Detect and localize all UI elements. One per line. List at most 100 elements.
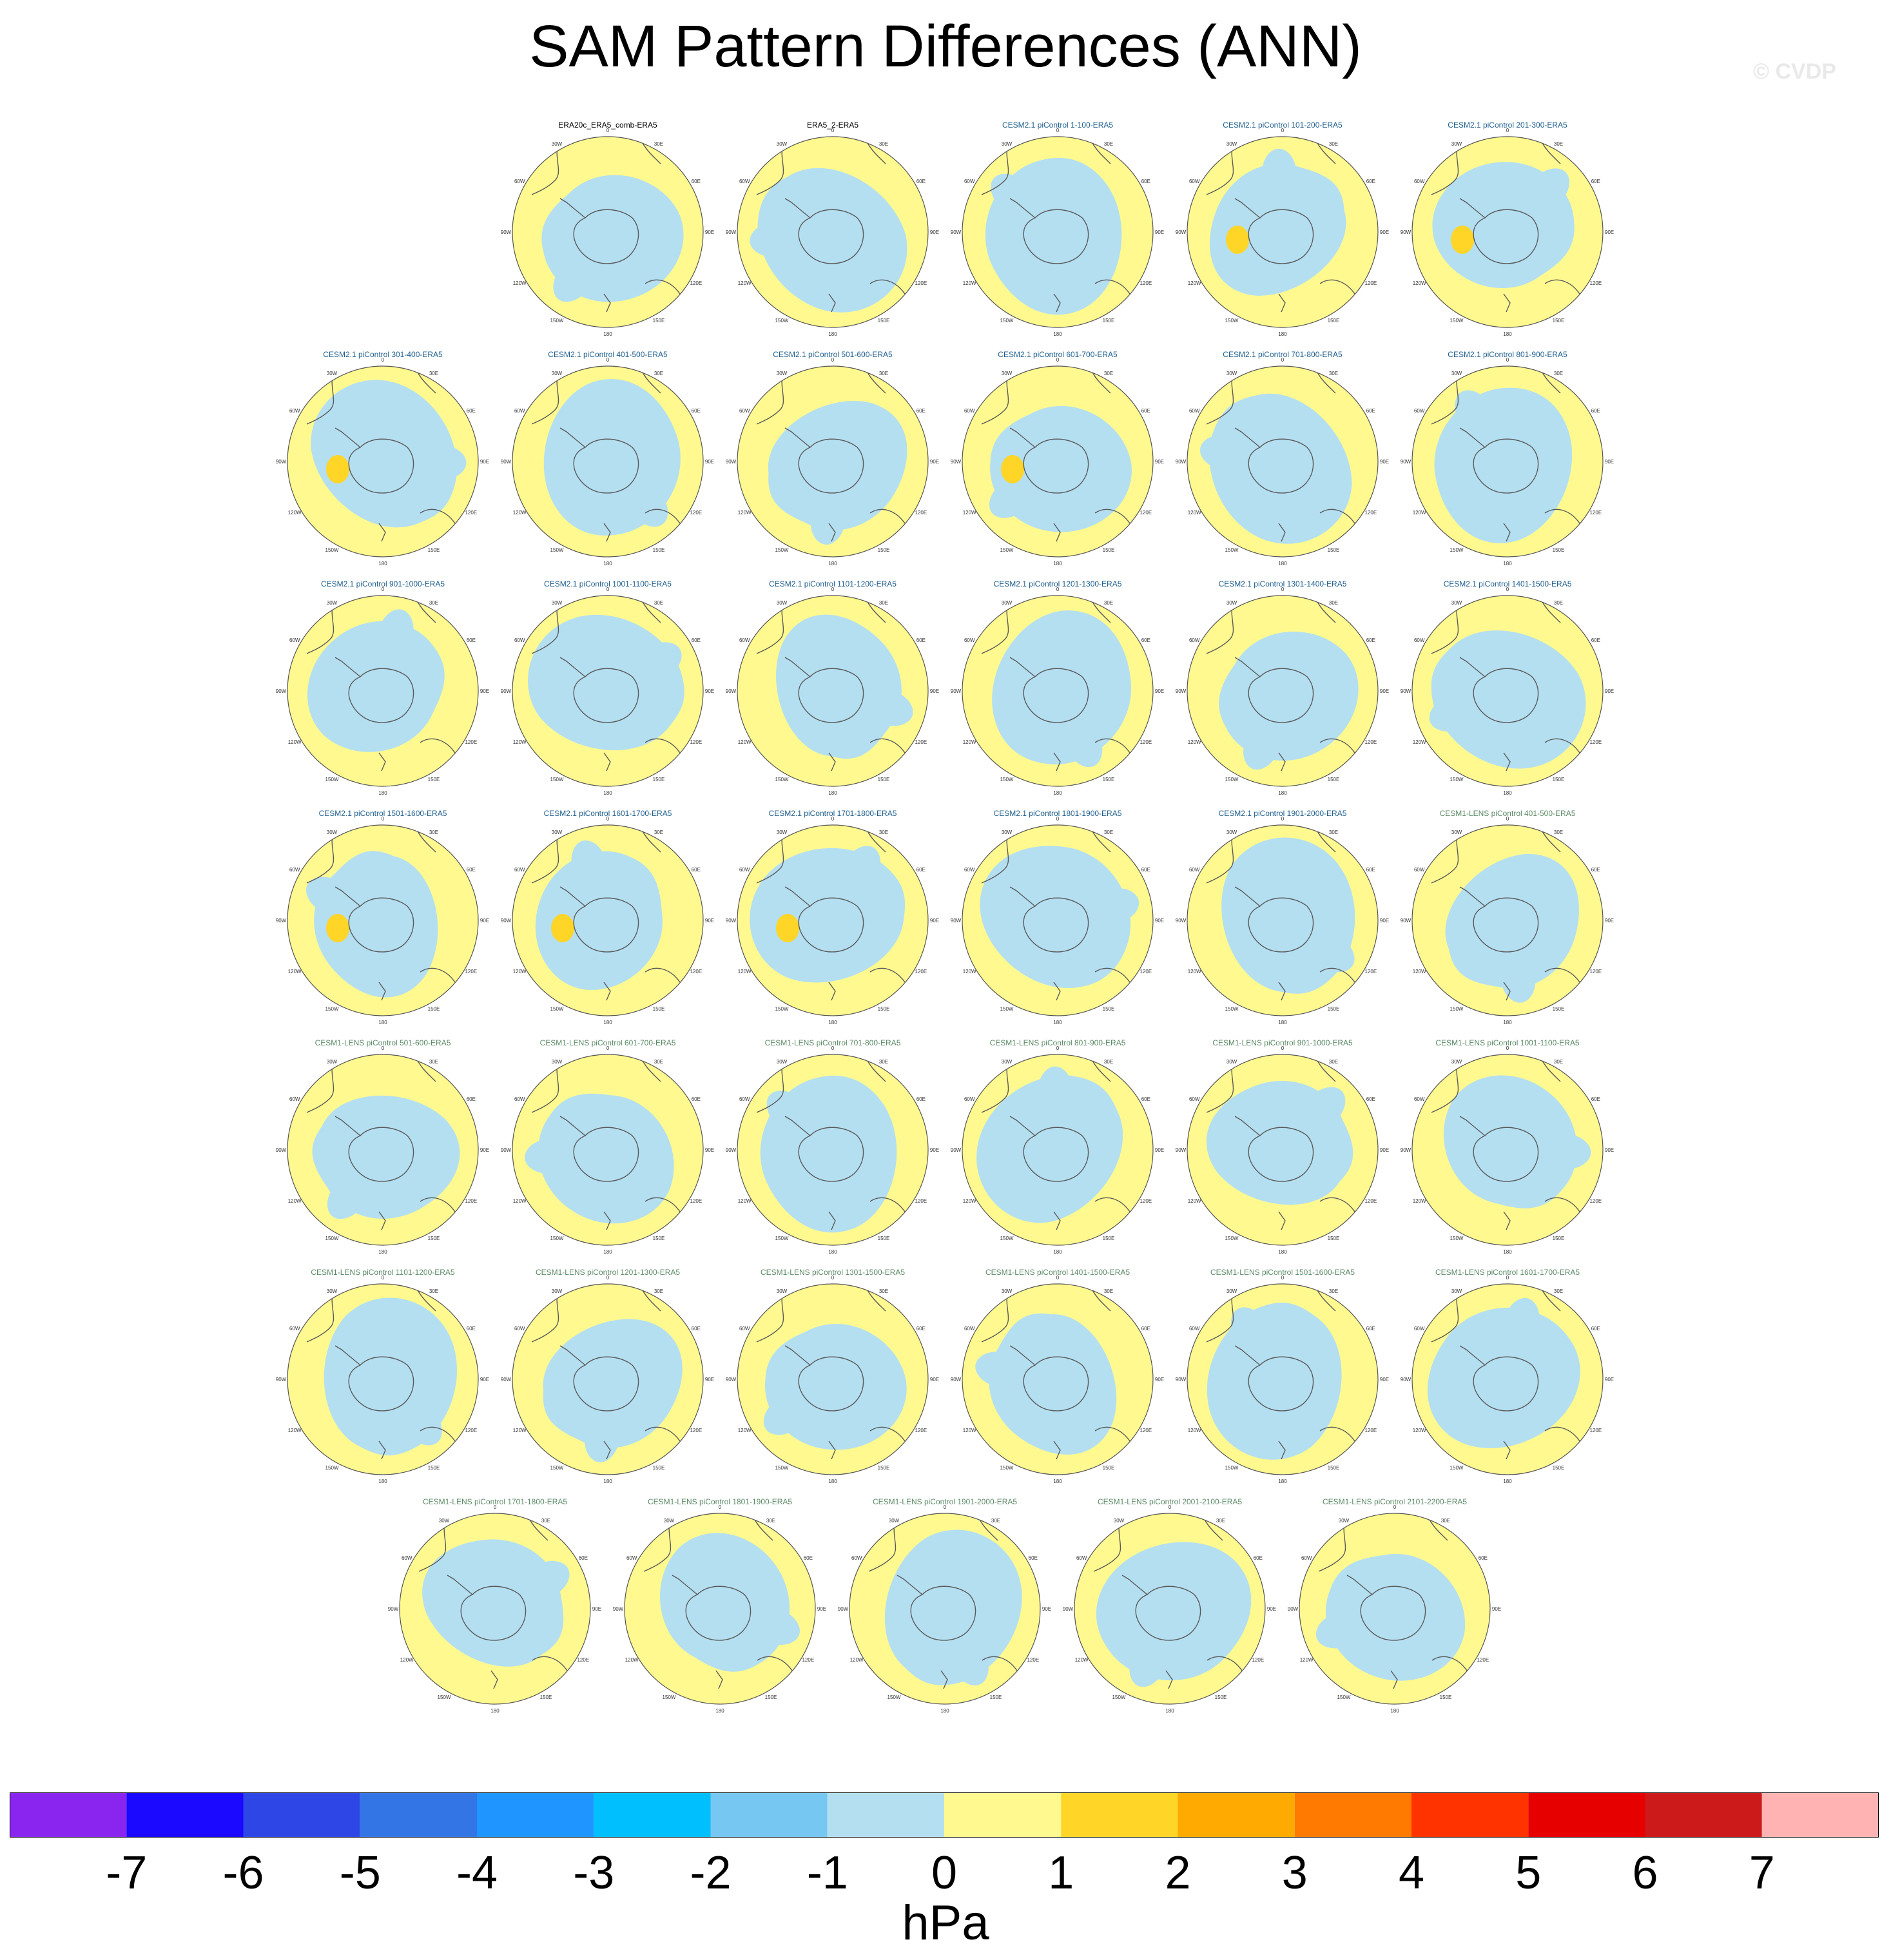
longitude-label: 30E bbox=[1554, 141, 1563, 147]
longitude-label: 30W bbox=[552, 1288, 563, 1294]
positive-anomaly-maximum bbox=[551, 914, 574, 942]
longitude-label: 150E bbox=[1553, 777, 1565, 782]
longitude-label: 30W bbox=[1114, 1518, 1125, 1524]
longitude-label: 90E bbox=[1605, 688, 1614, 694]
longitude-label: 60W bbox=[289, 408, 300, 414]
map-border bbox=[1411, 365, 1604, 558]
longitude-label: 90W bbox=[501, 1147, 512, 1153]
longitude-label: 120W bbox=[1188, 280, 1201, 286]
longitude-label: 0 bbox=[1281, 816, 1285, 822]
map-border bbox=[287, 365, 479, 558]
map-border bbox=[1299, 1513, 1491, 1705]
longitude-label: 180 bbox=[1278, 331, 1287, 337]
longitude-label: 30E bbox=[991, 1518, 1000, 1524]
colorbar-segment bbox=[360, 1792, 477, 1838]
longitude-label: 30W bbox=[552, 830, 563, 835]
colorbar-tick-label: 5 bbox=[1515, 1847, 1542, 1899]
negative-anomaly-region bbox=[1129, 1644, 1168, 1687]
longitude-label: 30W bbox=[552, 600, 563, 606]
negative-anomaly-region bbox=[377, 609, 414, 654]
longitude-label: 120E bbox=[1139, 1428, 1152, 1433]
longitude-label: 180 bbox=[828, 1479, 837, 1484]
colorbar-segment bbox=[944, 1792, 1062, 1838]
longitude-label: 30W bbox=[1002, 371, 1013, 376]
longitude-label: 90W bbox=[276, 918, 287, 924]
longitude-label: 90E bbox=[1492, 1606, 1501, 1612]
longitude-label: 90W bbox=[726, 1377, 737, 1383]
longitude-label: 90E bbox=[480, 688, 489, 694]
map-border bbox=[1411, 136, 1604, 328]
negative-anomaly-region bbox=[755, 1607, 800, 1645]
longitude-label: 60E bbox=[692, 867, 701, 873]
longitude-label: 30W bbox=[1227, 1059, 1237, 1065]
longitude-label: 120E bbox=[1139, 1198, 1152, 1204]
negative-anomaly-region bbox=[1429, 695, 1478, 732]
longitude-label: 180 bbox=[603, 1249, 612, 1255]
panel-title: CESM2.1 piControl 601-700-ERA5 bbox=[998, 350, 1118, 359]
longitude-label: 90E bbox=[705, 459, 714, 465]
longitude-label: 0 bbox=[606, 816, 610, 822]
longitude-label: 60E bbox=[467, 1096, 476, 1102]
longitude-label: 90E bbox=[930, 229, 939, 235]
longitude-label: 30W bbox=[1227, 600, 1237, 606]
longitude-label: 30W bbox=[1451, 1059, 1462, 1065]
longitude-label: 0 bbox=[1056, 816, 1060, 822]
longitude-label: 150E bbox=[1328, 777, 1340, 782]
longitude-label: 30E bbox=[879, 830, 888, 835]
longitude-label: 150W bbox=[887, 1694, 901, 1700]
longitude-label: 150E bbox=[1328, 1465, 1340, 1471]
longitude-label: 150W bbox=[775, 547, 789, 553]
longitude-label: 150W bbox=[1225, 1006, 1239, 1012]
longitude-label: 30E bbox=[1329, 371, 1338, 376]
longitude-label: 150W bbox=[325, 1465, 339, 1471]
longitude-label: 30W bbox=[327, 1059, 338, 1065]
longitude-label: 60W bbox=[1189, 1096, 1200, 1102]
longitude-label: 30E bbox=[654, 371, 663, 376]
longitude-label: 150W bbox=[1225, 777, 1239, 782]
longitude-label: 30W bbox=[1451, 371, 1462, 376]
longitude-label: 60W bbox=[739, 408, 750, 414]
longitude-label: 120W bbox=[513, 280, 527, 286]
longitude-label: 60E bbox=[1366, 1326, 1375, 1332]
longitude-label: 90W bbox=[951, 1377, 962, 1383]
longitude-label: 180 bbox=[378, 1479, 387, 1484]
longitude-label: 30E bbox=[429, 1288, 438, 1294]
longitude-label: 120E bbox=[1364, 739, 1377, 745]
longitude-label: 150E bbox=[1103, 1006, 1115, 1012]
longitude-label: 150W bbox=[775, 1465, 789, 1471]
longitude-label: 90E bbox=[1380, 688, 1389, 694]
longitude-label: 30W bbox=[1451, 830, 1462, 835]
negative-anomaly-region bbox=[810, 498, 846, 545]
negative-anomaly-region bbox=[634, 642, 682, 679]
longitude-label: 90E bbox=[480, 459, 489, 465]
panel-title: CESM1-LENS piControl 1801-1900-ERA5 bbox=[648, 1497, 792, 1506]
longitude-label: 150E bbox=[1103, 318, 1115, 324]
longitude-label: 120W bbox=[963, 739, 976, 745]
longitude-label: 60W bbox=[514, 867, 525, 873]
longitude-label: 60E bbox=[1254, 1555, 1263, 1561]
panel-title: CESM2.1 piControl 801-900-ERA5 bbox=[1448, 350, 1567, 359]
longitude-label: 60W bbox=[289, 1096, 300, 1102]
longitude-label: 120W bbox=[1075, 1657, 1089, 1663]
coastlines bbox=[531, 140, 681, 313]
longitude-label: 30W bbox=[777, 371, 788, 376]
longitude-label: 90W bbox=[1401, 918, 1411, 924]
panel-title: CESM2.1 piControl 1601-1700-ERA5 bbox=[544, 809, 672, 818]
panel-title: CESM2.1 piControl 1901-2000-ERA5 bbox=[1219, 809, 1347, 818]
panel-title: CESM2.1 piControl 701-800-ERA5 bbox=[1223, 350, 1343, 359]
longitude-label: 30W bbox=[1002, 141, 1013, 147]
negative-anomaly-region bbox=[327, 1178, 370, 1219]
longitude-label: 30E bbox=[654, 1059, 663, 1065]
panel-title: CESM1-LENS piControl 601-700-ERA5 bbox=[540, 1038, 676, 1047]
longitude-label: 0 bbox=[831, 1045, 835, 1051]
longitude-label: 180 bbox=[940, 1708, 949, 1714]
longitude-label: 60W bbox=[851, 1555, 862, 1561]
longitude-label: 60E bbox=[692, 637, 701, 643]
negative-anomaly-region bbox=[992, 610, 1132, 764]
longitude-label: 120E bbox=[577, 1657, 589, 1663]
longitude-label: 120E bbox=[1364, 510, 1377, 516]
longitude-label: 30W bbox=[1451, 1288, 1462, 1294]
